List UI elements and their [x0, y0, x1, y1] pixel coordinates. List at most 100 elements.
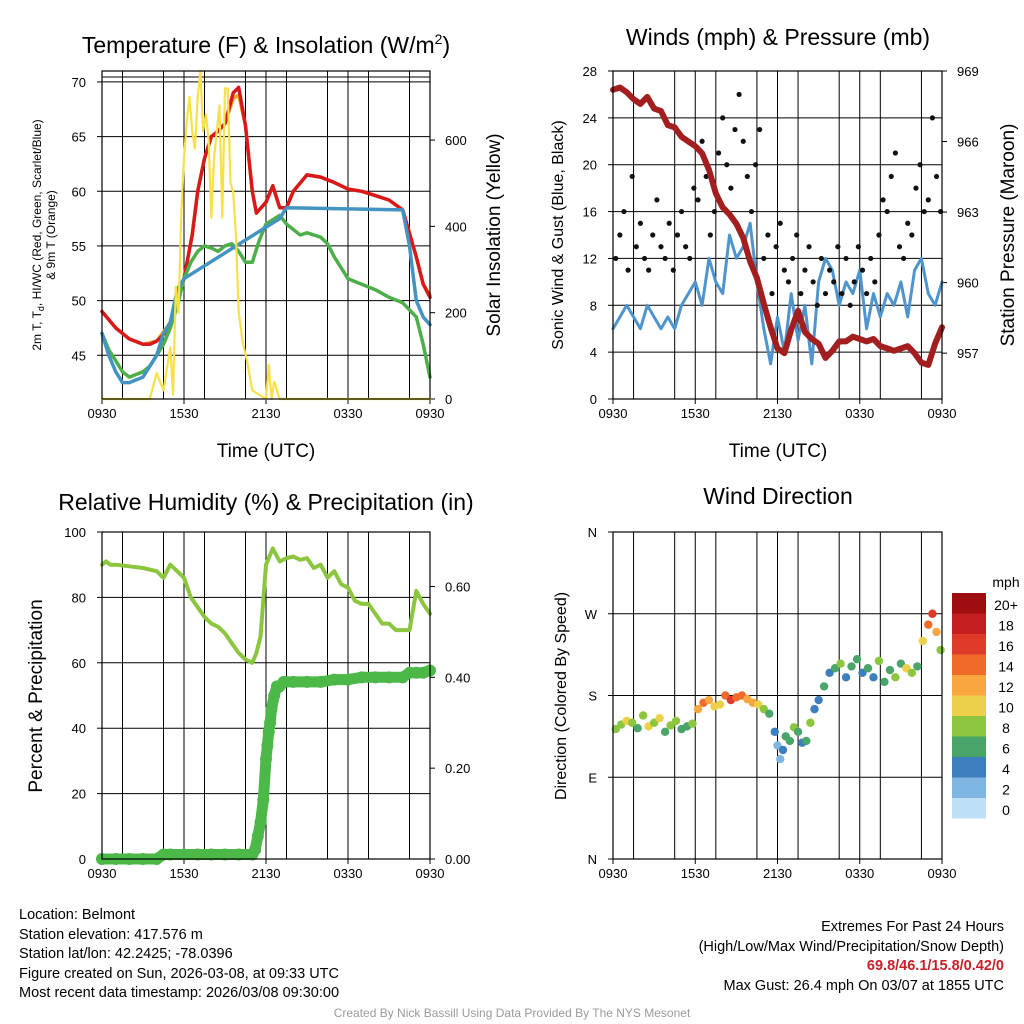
rh-point-precipitation [264, 716, 277, 729]
speed-legend-label: 16 [998, 638, 1014, 654]
dir-x-tick-label: 0330 [845, 866, 874, 881]
speed-legend-swatch [952, 675, 986, 696]
wind-point-gust [868, 255, 874, 262]
wind-x-tick-label: 2130 [763, 406, 792, 421]
rh-point-precipitation [265, 703, 278, 716]
wind-point-gust [785, 279, 792, 285]
wind-point-gust [629, 173, 635, 180]
wind-point-gust [888, 173, 894, 180]
wind-point-gust [933, 173, 940, 180]
dir-y-tick-label: E [588, 770, 597, 785]
temp-series-insolation [100, 69, 432, 401]
dir-point [928, 609, 937, 618]
extremes-panel: Extremes For Past 24 Hours (High/Low/Max… [699, 918, 1004, 996]
dir-x-tick-label: 0930 [928, 866, 957, 881]
speed-legend-label: 14 [998, 659, 1014, 675]
speed-legend-label: 18 [998, 618, 1014, 634]
dir-point [778, 745, 788, 755]
extremes-subheading: (High/Low/Max Wind/Precipitation/Snow De… [698, 938, 1004, 955]
wind-point-gust [831, 279, 837, 285]
rh-point-precipitation [355, 671, 368, 684]
dir-point [655, 714, 664, 723]
dir-point [880, 677, 889, 687]
dir-point [913, 662, 922, 671]
wind-series-sonic-wind [611, 221, 944, 366]
rh-point-precipitation [262, 725, 275, 738]
wind-point-gust [646, 267, 652, 273]
wind-frame [612, 70, 943, 400]
wind-point-gust [715, 150, 722, 156]
wind-point-gust [864, 290, 870, 297]
wind-point-gust [929, 115, 936, 121]
temp-y-tick-label: 65 [72, 130, 86, 145]
wind-point-gust [781, 267, 787, 273]
rh-y2-tick-label: 0.20 [445, 761, 470, 776]
dir-point [671, 716, 681, 726]
temp-y-tick-label: 50 [72, 294, 86, 309]
wind-point-gust [641, 255, 648, 262]
wind-point-gust [744, 173, 750, 180]
temp-y-tick-label: 55 [72, 239, 86, 254]
dir-point [693, 704, 703, 714]
rh-x-tick-label: 1530 [170, 866, 199, 881]
dir-point [765, 709, 774, 718]
wind-point-gust [711, 208, 718, 215]
wind-point-gust [789, 255, 796, 262]
temp-frame [101, 70, 431, 400]
speed-legend-label: 0 [1002, 802, 1010, 818]
rh-point-precipitation [301, 675, 313, 688]
rh-point-precipitation [268, 689, 281, 702]
wind-point-gust [880, 197, 886, 203]
dir-point [863, 664, 873, 673]
wind-y2-tick-label: 963 [957, 205, 979, 220]
dir-frame [612, 531, 943, 860]
dir-point [907, 668, 917, 677]
dir-point [836, 659, 845, 668]
wind-point-gust [695, 197, 701, 203]
rh-x-tick-label: 2130 [252, 866, 281, 881]
wind-point-gust [670, 267, 676, 273]
dir-x-tick-label: 2130 [763, 866, 792, 881]
rh-point-precipitation [178, 848, 190, 861]
max-gust: Max Gust: 26.4 mph On 03/07 at 1855 UTC [723, 977, 1004, 994]
rh-y2-tick-label: 0.60 [445, 580, 470, 595]
rh-x-tick-label: 0330 [334, 866, 363, 881]
rh-point-precipitation [232, 848, 245, 861]
wind-point-gust [625, 267, 631, 273]
rh-point-precipitation [251, 830, 264, 843]
wind-point-gust [901, 255, 907, 262]
rh-series-relative-humidity [100, 546, 432, 665]
wind-point-gust [617, 232, 623, 238]
station-elevation: Station elevation: 417.576 m [19, 926, 203, 943]
rh-y-tick-label: 80 [72, 590, 86, 605]
dir-y-tick-label: N [588, 852, 597, 867]
wind-series-station-pressure [610, 84, 945, 368]
dir-point [874, 656, 884, 666]
wind-point-gust [855, 244, 861, 250]
dir-point [814, 695, 823, 705]
wind-point-gust [613, 255, 619, 262]
wind-point-gust [835, 244, 841, 250]
dir-point [770, 727, 779, 737]
temp-y-tick-label: 60 [72, 184, 86, 199]
temp-y2-tick-label: 200 [445, 306, 467, 321]
speed-legend-label: 6 [1002, 741, 1010, 757]
temp-y-label: 2m T, Td, HI/WC (Red, Green, Scarlet/Blu… [30, 119, 46, 350]
wind-point-gust [884, 208, 890, 215]
wind-point-gust [658, 244, 664, 250]
speed-legend-label: 20+ [994, 597, 1018, 613]
dir-point [885, 665, 895, 675]
wind-point-gust [654, 197, 660, 203]
rh-point-precipitation [249, 843, 262, 856]
wind-point-gust [794, 232, 800, 238]
dir-point [819, 682, 829, 691]
temp-y-tick-label: 70 [72, 75, 86, 90]
wind-point-gust [752, 162, 759, 168]
dir-point [891, 673, 900, 682]
rh-y-tick-label: 60 [72, 656, 86, 671]
wind-point-gust [761, 255, 767, 262]
dir-y-tick-label: W [585, 607, 598, 622]
wind-point-gust [621, 208, 627, 215]
speed-legend-swatch [952, 634, 986, 655]
wind-point-gust [818, 255, 824, 262]
